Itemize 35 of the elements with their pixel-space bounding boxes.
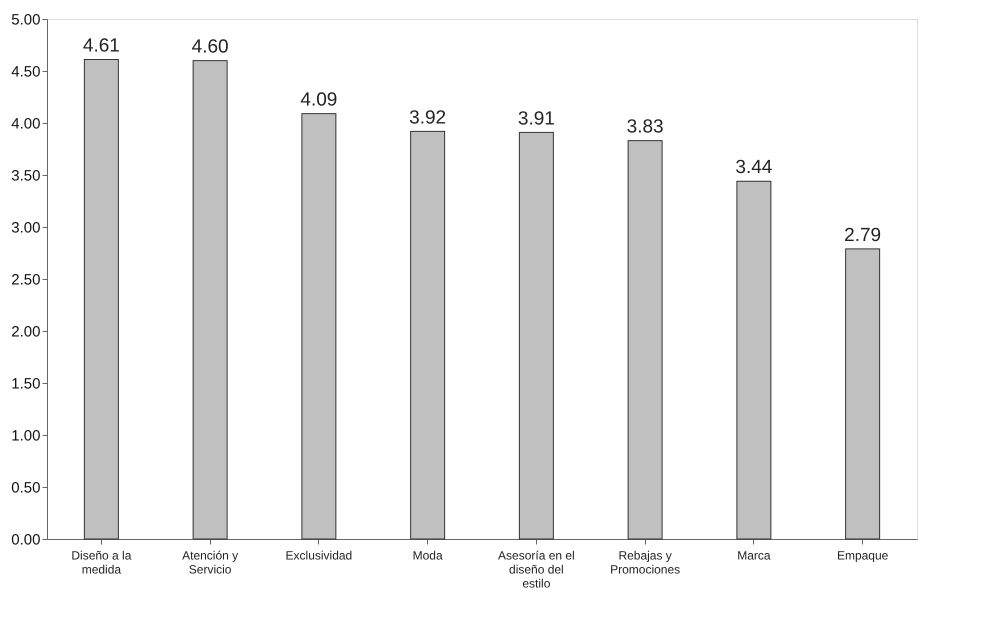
bar xyxy=(84,59,119,540)
bar xyxy=(845,248,880,540)
y-tick-label: 3.50 xyxy=(11,168,40,184)
data-label: 3.92 xyxy=(409,107,446,128)
data-label: 4.60 xyxy=(192,36,229,58)
x-tick-label: Moda xyxy=(412,548,443,562)
bar xyxy=(192,60,228,540)
y-tick-label: 3.00 xyxy=(11,220,40,236)
y-tick-label: 2.50 xyxy=(11,272,40,288)
y-tick-label: 0.00 xyxy=(11,532,40,548)
x-tick-label: Atención y Servicio xyxy=(182,548,238,576)
y-tick-label: 0.50 xyxy=(11,480,40,496)
data-label: 3.44 xyxy=(735,157,773,178)
x-tick-label: Exclusividad xyxy=(286,548,352,562)
y-tick-label: 4.50 xyxy=(11,64,40,80)
data-label: 4.61 xyxy=(82,36,120,57)
y-tick-label: 1.50 xyxy=(11,376,40,392)
x-tick-label: Rebajas y Promociones xyxy=(610,548,680,576)
x-tick-label: Asesoría en el diseño del estilo xyxy=(498,548,575,590)
data-label: 3.83 xyxy=(626,116,664,138)
x-tick-label: Diseño a la medida xyxy=(71,548,132,576)
x-tick-label: Marca xyxy=(737,548,771,562)
y-tick-label: 1.00 xyxy=(11,428,40,444)
bar xyxy=(628,140,663,540)
bar xyxy=(301,113,336,540)
bar xyxy=(736,180,772,540)
x-tick-label: Empaque xyxy=(836,548,889,562)
bar xyxy=(518,132,554,540)
bar xyxy=(410,130,446,540)
y-tick-label: 2.00 xyxy=(11,324,40,340)
data-label: 4.09 xyxy=(300,90,338,111)
y-tick-label: 4.00 xyxy=(11,116,40,132)
y-tick-label: 5.00 xyxy=(11,12,40,28)
data-label: 2.79 xyxy=(844,224,882,246)
data-label: 3.91 xyxy=(518,108,555,130)
